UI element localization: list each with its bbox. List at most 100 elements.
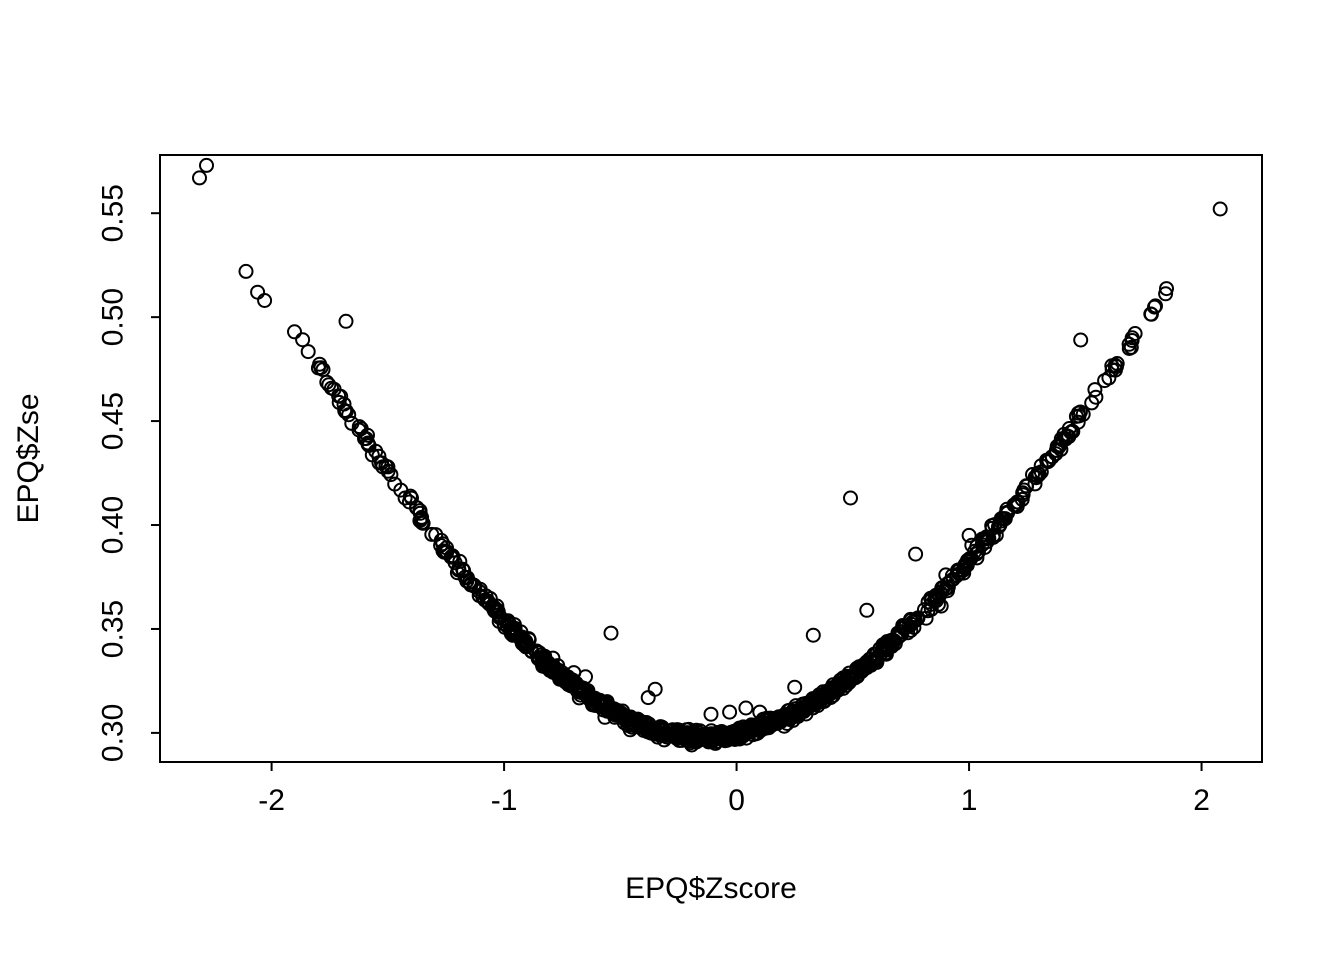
data-point bbox=[1071, 408, 1087, 424]
data-point bbox=[970, 544, 986, 560]
data-point bbox=[361, 438, 377, 453]
data-point bbox=[544, 661, 560, 677]
data-point bbox=[1159, 281, 1174, 297]
data-point bbox=[850, 668, 865, 684]
data-point bbox=[654, 723, 669, 739]
data-point bbox=[428, 527, 444, 543]
data-point bbox=[599, 694, 615, 710]
data-point bbox=[1097, 373, 1113, 389]
data-point bbox=[805, 696, 820, 712]
outlier-point bbox=[257, 293, 273, 308]
x-tick-label: 2 bbox=[1193, 784, 1210, 817]
data-point bbox=[719, 732, 735, 748]
outlier-point bbox=[703, 706, 719, 722]
data-point bbox=[897, 620, 913, 636]
data-point bbox=[414, 515, 430, 531]
data-point bbox=[883, 637, 899, 653]
data-point bbox=[1158, 286, 1174, 302]
outlier-point bbox=[943, 573, 958, 589]
data-point bbox=[688, 734, 704, 750]
data-point bbox=[1121, 341, 1137, 356]
data-point bbox=[1027, 476, 1043, 492]
data-point bbox=[997, 511, 1013, 527]
y-tick-label: 0.45 bbox=[96, 392, 129, 450]
y-axis-label: EPQ$Zse bbox=[12, 393, 45, 523]
outlier-point bbox=[859, 602, 875, 618]
data-point bbox=[1109, 356, 1125, 371]
data-point bbox=[719, 727, 735, 743]
data-point bbox=[906, 620, 922, 635]
data-point bbox=[300, 344, 316, 360]
data-point bbox=[782, 702, 798, 718]
data-point bbox=[524, 644, 540, 660]
data-point bbox=[988, 527, 1004, 543]
data-point bbox=[351, 419, 367, 435]
outlier-point bbox=[578, 669, 593, 685]
x-tick-label: 1 bbox=[961, 784, 978, 817]
data-point bbox=[331, 394, 347, 410]
data-point bbox=[378, 458, 394, 474]
x-tick-label: 0 bbox=[728, 784, 745, 817]
outlier-point bbox=[192, 170, 207, 186]
y-tick-label: 0.50 bbox=[97, 288, 130, 346]
x-axis-label: EPQ$Zscore bbox=[625, 872, 797, 905]
data-point bbox=[513, 632, 529, 648]
y-tick-label: 0.35 bbox=[96, 600, 129, 658]
outlier-point bbox=[722, 704, 738, 720]
data-point bbox=[571, 690, 587, 706]
outlier-point bbox=[640, 690, 656, 706]
data-point bbox=[835, 680, 851, 696]
data-point bbox=[287, 324, 302, 340]
data-point bbox=[295, 332, 311, 348]
data-point bbox=[466, 578, 482, 594]
data-point bbox=[923, 590, 939, 606]
x-tick-label: -2 bbox=[258, 784, 285, 817]
data-point bbox=[893, 624, 908, 640]
data-point bbox=[820, 685, 836, 701]
data-point bbox=[1044, 449, 1060, 465]
data-point bbox=[624, 710, 640, 726]
outlier-point bbox=[787, 679, 803, 695]
data-point bbox=[658, 727, 673, 742]
data-point bbox=[310, 360, 326, 376]
outlier-point bbox=[843, 490, 858, 506]
data-point bbox=[907, 613, 923, 629]
data-point bbox=[608, 707, 624, 723]
outlier-point bbox=[805, 627, 821, 643]
data-point bbox=[643, 725, 659, 741]
outlier-point bbox=[199, 157, 214, 173]
data-point bbox=[371, 455, 387, 471]
data-point bbox=[697, 726, 713, 742]
data-point bbox=[583, 689, 599, 705]
data-point bbox=[353, 421, 369, 437]
data-point bbox=[984, 518, 1000, 534]
data-point bbox=[746, 721, 762, 737]
data-point bbox=[688, 722, 704, 738]
outlier-point bbox=[1073, 332, 1089, 348]
outlier-point bbox=[338, 313, 354, 329]
data-point bbox=[869, 654, 885, 670]
outlier-point bbox=[238, 263, 254, 279]
data-point bbox=[414, 509, 430, 525]
x-tick-label: -1 bbox=[491, 784, 518, 817]
data-point bbox=[722, 730, 738, 746]
outlier-point bbox=[908, 546, 924, 562]
data-point bbox=[503, 621, 519, 637]
plot-box bbox=[159, 154, 1263, 763]
data-point bbox=[940, 576, 956, 591]
data-point bbox=[685, 726, 701, 742]
outlier-point bbox=[250, 284, 266, 300]
y-tick-label: 0.55 bbox=[97, 184, 130, 242]
data-point bbox=[1031, 466, 1047, 482]
data-point bbox=[513, 624, 529, 640]
data-point bbox=[1025, 467, 1040, 482]
data-point bbox=[812, 689, 828, 705]
outlier-point bbox=[545, 650, 561, 666]
data-point bbox=[447, 555, 463, 571]
data-point bbox=[552, 669, 568, 685]
outlier-point bbox=[1212, 201, 1228, 217]
data-point bbox=[869, 646, 885, 662]
data-point bbox=[1016, 482, 1032, 498]
data-point bbox=[449, 565, 465, 581]
